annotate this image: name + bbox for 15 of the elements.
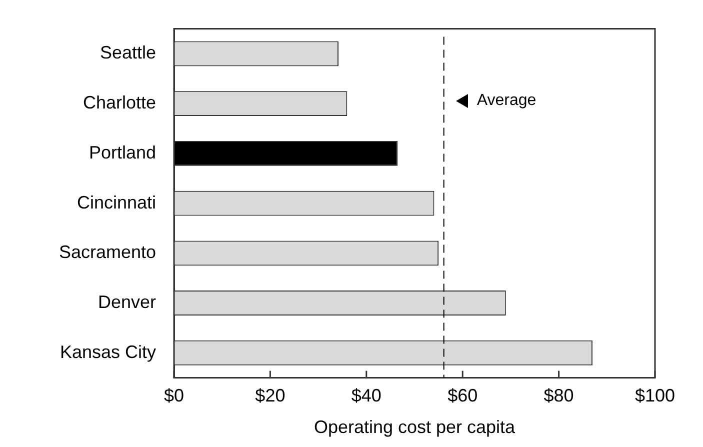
- y-tick-label: Charlotte: [82, 92, 156, 113]
- x-tick-label: $40: [351, 386, 382, 406]
- x-axis-title: Operating cost per capita: [314, 417, 516, 438]
- x-tick-label: $20: [255, 386, 286, 406]
- y-tick-label: Cincinnati: [76, 192, 156, 212]
- y-tick-label: Seattle: [100, 42, 156, 63]
- x-tick-label: $60: [448, 386, 478, 406]
- y-tick-label: Sacramento: [58, 242, 156, 262]
- y-tick-label: Portland: [88, 142, 156, 162]
- ref-line-label: Average: [476, 92, 536, 110]
- x-tick-label: $80: [544, 386, 574, 406]
- x-tick-label: $0: [164, 386, 184, 406]
- x-tick-label: $100: [634, 386, 676, 406]
- y-tick-label: Denver: [98, 292, 156, 312]
- y-tick-label: Kansas City: [60, 342, 156, 362]
